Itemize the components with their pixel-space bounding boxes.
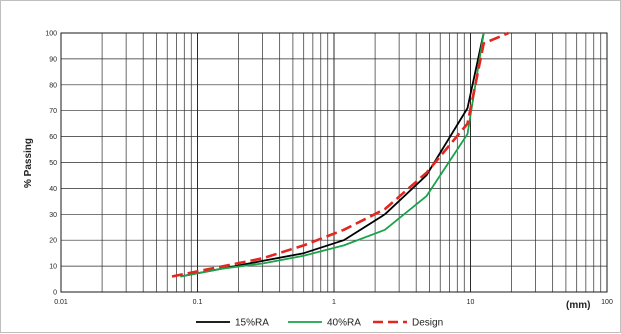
series-line-design (171, 31, 510, 278)
y-tick-label: 10 (49, 264, 57, 271)
y-tick-label: 20 (49, 238, 57, 245)
legend-label: 15%RA (235, 318, 269, 329)
y-tick-label: 0 (53, 290, 57, 297)
y-tick-label: 60 (49, 134, 57, 141)
y-tick-label: 40 (49, 186, 57, 193)
y-tick-label: 50 (49, 160, 57, 167)
y-tick-label: 70 (49, 108, 57, 115)
grid-lines (60, 33, 607, 292)
x-tick-label: 1 (332, 299, 336, 306)
y-tick-label: 100 (45, 31, 57, 38)
y-tick-label: 80 (49, 82, 57, 89)
x-tick-label: 0.01 (54, 299, 68, 306)
x-tick-label: 10 (467, 299, 475, 306)
series-line-40-ra (180, 32, 485, 278)
x-axis-unit-label: (mm) (566, 300, 590, 311)
series-lines (171, 31, 510, 278)
y-tick-labels: 0 10 20 30 40 50 60 70 80 90 100 (45, 31, 57, 297)
y-tick-label: 90 (49, 56, 57, 63)
plot-border (60, 32, 608, 293)
legend-label: Design (412, 318, 443, 329)
legend-label: 40%RA (327, 318, 361, 329)
x-tick-label: 100 (601, 299, 613, 306)
x-tick-label: 0.1 (193, 299, 203, 306)
y-tick-label: 30 (49, 212, 57, 219)
legend: 15%RA 40%RA Design (196, 318, 443, 329)
y-axis-title: % Passing (23, 138, 34, 188)
x-tick-labels: 0.01 0.1 1 10 100 (54, 299, 613, 306)
